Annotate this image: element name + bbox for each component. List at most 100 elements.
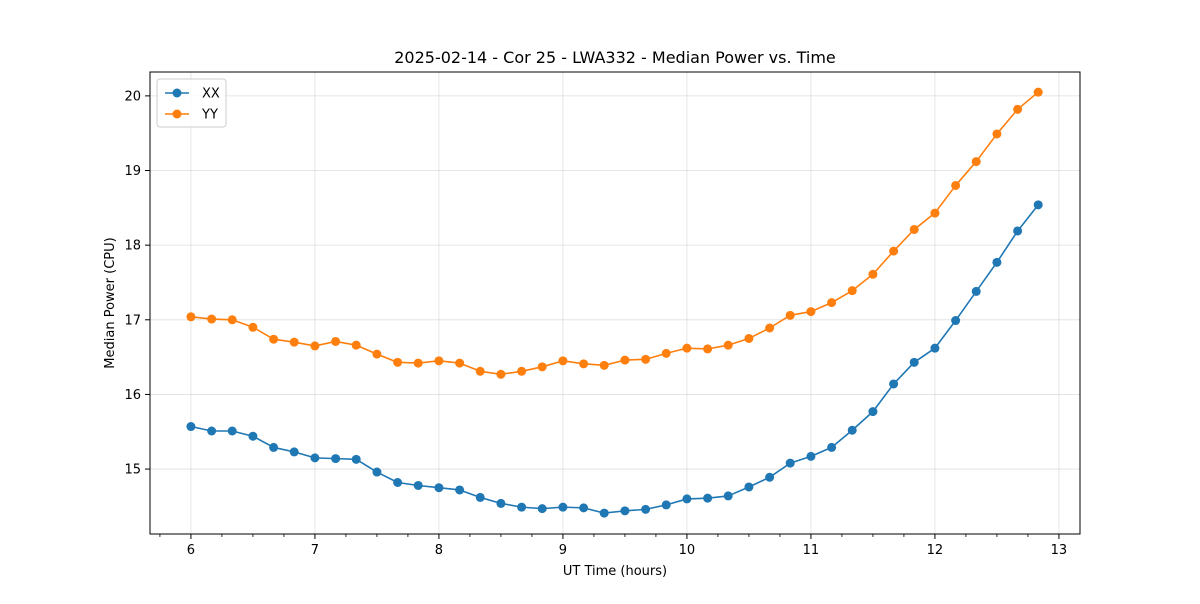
data-point-xx xyxy=(682,494,692,504)
data-point-yy xyxy=(661,348,671,358)
data-point-yy xyxy=(475,366,485,376)
data-point-yy xyxy=(310,341,320,351)
y-tick-label: 17 xyxy=(124,313,141,328)
data-point-yy xyxy=(889,246,899,256)
data-point-xx xyxy=(207,426,217,436)
data-point-xx xyxy=(889,379,899,389)
y-tick-label: 20 xyxy=(124,89,141,104)
data-point-yy xyxy=(289,337,299,347)
data-point-xx xyxy=(930,343,940,353)
data-point-yy xyxy=(1013,104,1023,114)
legend: XX YY xyxy=(156,78,227,128)
data-point-yy xyxy=(434,356,444,366)
legend-marker-yy xyxy=(172,109,182,119)
x-tick-label: 13 xyxy=(1051,543,1068,558)
data-point-xx xyxy=(992,257,1002,267)
axis-ticks: 6 7 8 9 10 11 12 13 15 16 17 18 19 20 xyxy=(124,89,1067,558)
data-point-xx xyxy=(289,447,299,457)
x-tick-label: 9 xyxy=(559,543,567,558)
legend-marker-xx xyxy=(172,88,182,98)
series-layer xyxy=(186,87,1043,518)
data-point-xx xyxy=(951,316,961,326)
y-axis-label: Median Power (CPU) xyxy=(103,237,118,368)
data-point-yy xyxy=(847,286,857,296)
data-point-xx xyxy=(558,502,568,512)
data-point-yy xyxy=(785,310,795,320)
data-point-xx xyxy=(248,431,258,441)
data-point-yy xyxy=(827,298,837,308)
legend-label-yy: YY xyxy=(201,108,218,123)
data-point-yy xyxy=(579,359,589,369)
y-tick-label: 16 xyxy=(124,388,141,403)
data-point-xx xyxy=(351,454,361,464)
data-point-xx xyxy=(847,425,857,435)
data-point-yy xyxy=(971,157,981,167)
data-point-yy xyxy=(723,340,733,350)
x-tick-label: 10 xyxy=(679,543,696,558)
data-point-yy xyxy=(599,360,609,370)
data-point-yy xyxy=(868,269,878,279)
data-point-xx xyxy=(496,498,506,508)
data-point-yy xyxy=(413,358,423,368)
data-point-yy xyxy=(992,129,1002,139)
data-point-yy xyxy=(227,315,237,325)
data-point-yy xyxy=(372,349,382,359)
data-point-xx xyxy=(537,504,547,514)
data-point-yy xyxy=(703,344,713,354)
data-point-yy xyxy=(351,340,361,350)
data-point-xx xyxy=(620,506,630,516)
data-point-yy xyxy=(620,355,630,365)
data-point-yy xyxy=(248,322,258,332)
data-point-yy xyxy=(455,358,465,368)
x-tick-label: 7 xyxy=(311,543,319,558)
legend-label-xx: XX xyxy=(202,87,220,102)
data-point-yy xyxy=(537,362,547,372)
data-point-xx xyxy=(806,451,816,461)
data-point-xx xyxy=(393,478,403,488)
data-point-yy xyxy=(951,180,961,190)
grid xyxy=(150,72,1080,534)
data-point-xx xyxy=(909,357,919,367)
x-tick-label: 11 xyxy=(803,543,820,558)
data-point-xx xyxy=(517,502,527,512)
data-point-xx xyxy=(744,482,754,492)
data-point-xx xyxy=(599,508,609,518)
data-point-yy xyxy=(269,334,279,344)
data-point-xx xyxy=(331,454,341,464)
data-point-xx xyxy=(827,442,837,452)
data-point-yy xyxy=(517,366,527,376)
data-point-yy xyxy=(641,354,651,364)
data-point-xx xyxy=(413,480,423,490)
data-point-xx xyxy=(455,485,465,495)
data-point-xx xyxy=(579,503,589,513)
data-point-yy xyxy=(331,336,341,346)
data-point-xx xyxy=(703,493,713,503)
data-point-yy xyxy=(186,312,196,322)
x-tick-label: 12 xyxy=(927,543,944,558)
data-point-yy xyxy=(207,314,217,324)
data-point-yy xyxy=(806,307,816,317)
data-point-xx xyxy=(641,504,651,514)
data-point-xx xyxy=(971,286,981,296)
data-point-xx xyxy=(269,442,279,452)
y-tick-label: 15 xyxy=(124,463,141,478)
data-point-xx xyxy=(765,472,775,482)
x-axis-label: UT Time (hours) xyxy=(563,564,667,579)
data-point-xx xyxy=(1033,200,1043,210)
data-point-yy xyxy=(765,323,775,333)
x-tick-label: 8 xyxy=(435,543,443,558)
data-point-yy xyxy=(1033,87,1043,97)
data-point-xx xyxy=(372,467,382,477)
data-point-xx xyxy=(723,491,733,501)
data-point-xx xyxy=(785,458,795,468)
data-point-yy xyxy=(496,369,506,379)
data-point-xx xyxy=(227,426,237,436)
data-point-yy xyxy=(744,333,754,343)
data-point-xx xyxy=(434,483,444,493)
y-tick-label: 18 xyxy=(124,239,141,254)
chart-title: 2025-02-14 - Cor 25 - LWA332 - Median Po… xyxy=(394,48,836,67)
data-point-xx xyxy=(310,453,320,463)
data-point-xx xyxy=(661,500,671,510)
